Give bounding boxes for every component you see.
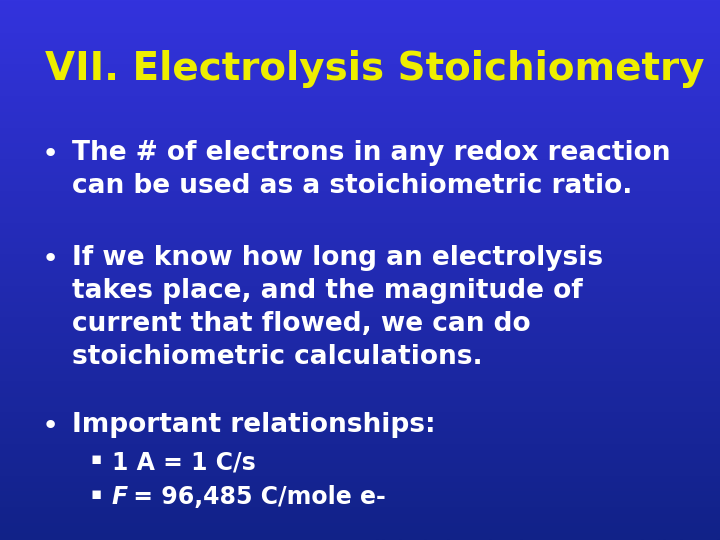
Text: The # of electrons in any redox reaction
can be used as a stoichiometric ratio.: The # of electrons in any redox reaction… [72, 140, 670, 199]
Text: = 96,485 C/mole e-: = 96,485 C/mole e- [125, 485, 386, 509]
Text: ▪: ▪ [90, 485, 102, 503]
Text: •: • [42, 245, 59, 273]
Text: •: • [42, 140, 59, 168]
Text: •: • [42, 412, 59, 440]
Text: Important relationships:: Important relationships: [72, 412, 436, 438]
Text: ▪: ▪ [90, 450, 102, 468]
Text: VII. Electrolysis Stoichiometry: VII. Electrolysis Stoichiometry [45, 50, 704, 88]
Text: If we know how long an electrolysis
takes place, and the magnitude of
current th: If we know how long an electrolysis take… [72, 245, 603, 370]
Text: F: F [112, 485, 128, 509]
Text: 1 A = 1 C/s: 1 A = 1 C/s [112, 450, 256, 474]
